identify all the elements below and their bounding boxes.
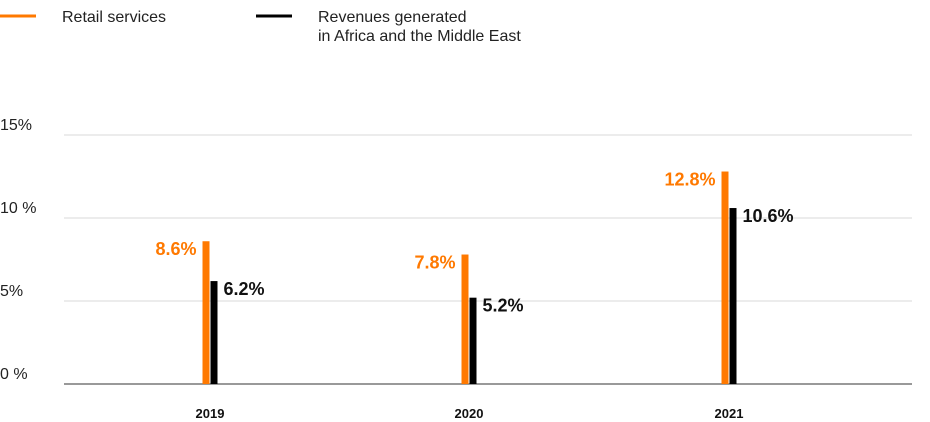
data-label-2020-series-1: 7.8% [414, 253, 455, 273]
bar-2021-series-2 [729, 208, 737, 384]
x-category-label: 2020 [455, 406, 484, 421]
bar-2021-series-1 [721, 171, 729, 384]
chart-grid: 0 % 5% 10 % 15% [0, 117, 912, 385]
chart-data-labels: 8.6% 6.2% 7.8% 5.2% 12.8% 10.6% [155, 170, 793, 316]
data-label-2021-series-2: 10.6% [743, 206, 794, 226]
x-category-label: 2019 [196, 406, 225, 421]
data-label-2019-series-2: 6.2% [224, 279, 265, 299]
y-tick-label: 5% [0, 283, 23, 300]
data-label-2021-series-1: 12.8% [664, 170, 715, 190]
data-label-2019-series-1: 8.6% [155, 239, 196, 259]
bar-2019-series-1 [202, 241, 210, 384]
bar-2019-series-2 [210, 281, 218, 384]
chart-legend: Retail services Revenues generated in Afri… [0, 9, 521, 45]
bar-2020-series-2 [469, 297, 477, 384]
data-label-2020-series-2: 5.2% [483, 296, 524, 316]
legend-label-2: Revenues generated [318, 9, 467, 26]
x-category-label: 2021 [715, 406, 744, 421]
y-tick-label: 0 % [0, 366, 28, 383]
y-tick-label: 10 % [0, 200, 36, 217]
legend-label-1: Retail services [62, 9, 166, 26]
bar-2020-series-1 [461, 254, 469, 384]
y-tick-label: 15% [0, 117, 32, 134]
chart-bars [202, 171, 737, 384]
legend-label-2: in Africa and the Middle East [318, 28, 521, 45]
chart-category-labels: 2019 2020 2021 [196, 406, 744, 421]
